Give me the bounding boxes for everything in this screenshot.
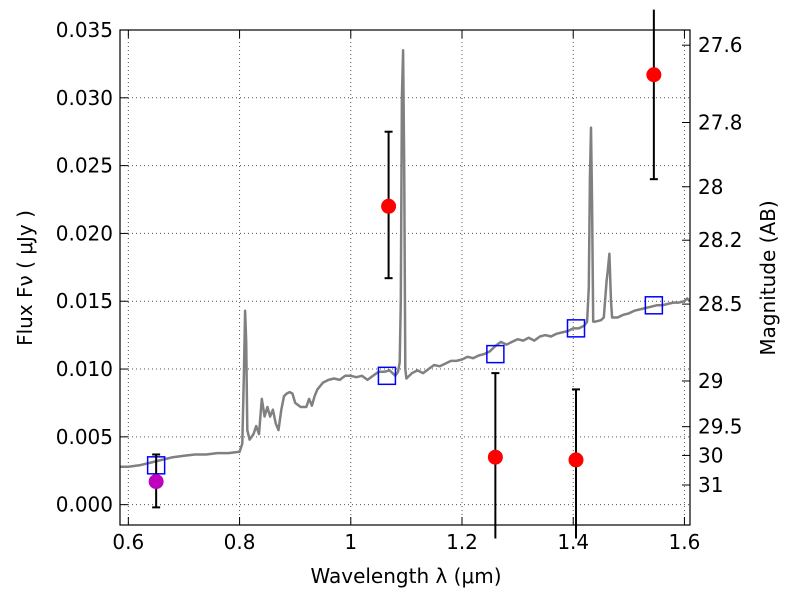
spectrum-series	[120, 49, 691, 468]
observed-point	[381, 198, 397, 214]
model-point-square	[644, 296, 664, 315]
x-axis-ticks: 0.6 0.8 1 1.2 1.4 1.6	[112, 30, 700, 554]
observed-points-series	[148, 9, 662, 539]
x-tick-label: 1.6	[669, 530, 701, 554]
observed-point	[487, 449, 503, 465]
observed-point	[646, 67, 662, 83]
plot-frame	[119, 29, 691, 526]
y-tick-label: 0.030	[56, 86, 113, 110]
y2-tick-label: 28.5	[698, 292, 743, 316]
y2-tick-label: 28.2	[698, 228, 743, 252]
y-tick-label: 0.010	[56, 357, 113, 381]
x-axis-title: Wavelength λ (μm)	[310, 564, 501, 588]
y2-tick-label: 31	[698, 473, 723, 497]
observed-point	[568, 452, 584, 468]
model-point-square	[566, 319, 586, 338]
y-tick-label: 0.035	[56, 18, 113, 42]
x-tick-label: 1	[344, 530, 357, 554]
x-tick-label: 1.2	[446, 530, 478, 554]
x-tick-label: 1.4	[557, 530, 589, 554]
y2-tick-label: 29	[698, 369, 723, 393]
y2-tick-label: 29.5	[698, 415, 743, 439]
y-tick-label: 0.000	[56, 493, 113, 517]
y2-tick-label: 27.6	[698, 33, 743, 57]
y2-tick-label: 28	[698, 175, 723, 199]
model-point-square	[377, 366, 397, 386]
y-axis-title: Flux Fν ( μJy )	[13, 210, 37, 346]
y-axis-ticks: 0.000 0.005 0.010 0.015 0.020 0.025 0.030 0.035	[56, 18, 128, 517]
y2-tick-label: 27.8	[698, 110, 743, 134]
y-tick-label: 0.005	[56, 425, 113, 449]
spectrum-line	[120, 49, 691, 468]
model-point-square	[486, 344, 505, 364]
y-tick-label: 0.015	[56, 289, 113, 313]
y2-axis-title: Magnitude (AB)	[756, 200, 780, 355]
x-tick-label: 0.8	[224, 530, 256, 554]
y2-axis-ticks: 27.6 27.8 28 28.2 28.5 29 29.5 30 31	[682, 33, 743, 497]
x-tick-label: 0.6	[112, 530, 144, 554]
y2-tick-label: 30	[698, 443, 723, 467]
observed-point	[148, 474, 164, 490]
y-tick-label: 0.020	[56, 221, 113, 245]
y-tick-label: 0.025	[56, 154, 113, 178]
